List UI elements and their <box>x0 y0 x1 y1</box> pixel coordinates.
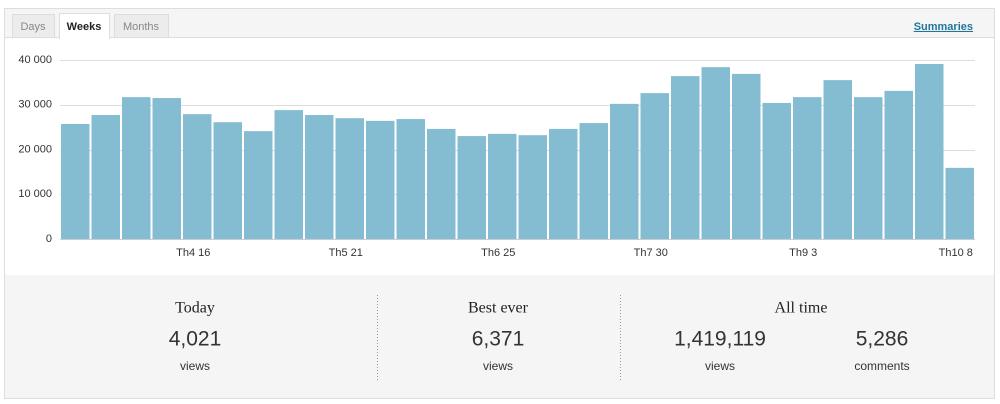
x-tick-label: Th6 25 <box>481 247 515 259</box>
tab[interactable] <box>114 14 169 38</box>
x-tick-label: Th7 30 <box>634 247 668 259</box>
tab-label[interactable]: Months <box>123 21 160 33</box>
bar <box>366 120 395 239</box>
bar <box>945 167 974 239</box>
bar <box>305 115 334 239</box>
bar <box>854 97 883 239</box>
stat-value: 4,021 <box>169 328 222 351</box>
x-tick-label: Th5 21 <box>329 247 363 259</box>
bar <box>732 73 761 239</box>
bar <box>640 93 669 240</box>
bar <box>823 80 852 239</box>
bar <box>213 122 242 239</box>
bar <box>183 114 212 239</box>
bar <box>61 123 90 239</box>
bar <box>793 97 822 239</box>
y-tick-label: 10 000 <box>18 188 52 200</box>
x-tick-label: Th9 3 <box>789 247 817 259</box>
x-tick-label: Th4 16 <box>176 247 210 259</box>
bar <box>91 115 120 239</box>
y-tick-label: 30 000 <box>18 99 52 111</box>
bar <box>915 64 944 239</box>
bar <box>549 128 578 239</box>
bar <box>884 90 913 239</box>
y-tick-label: 20 000 <box>18 143 52 155</box>
bar <box>122 97 151 239</box>
bar <box>579 123 608 239</box>
bar <box>396 119 425 239</box>
bar <box>671 76 700 239</box>
bar <box>335 118 364 239</box>
stat-label: views <box>705 359 735 373</box>
stat-value: 5,286 <box>856 328 909 351</box>
bar <box>488 133 517 239</box>
bar <box>152 98 181 239</box>
stat-title: Best ever <box>468 300 529 317</box>
stat-value: 1,419,119 <box>674 328 766 351</box>
bar <box>244 131 273 239</box>
bar <box>457 136 486 239</box>
stats: Today 4,021 views Best ever 6,371 views All ti… <box>169 300 910 374</box>
tab-active[interactable] <box>59 13 110 39</box>
tab-active-joint <box>60 36 109 39</box>
stat-title: Today <box>175 300 215 317</box>
stat-title: All time <box>775 300 828 317</box>
bar <box>762 102 791 240</box>
stat-label: views <box>483 359 513 373</box>
summaries-link[interactable]: Summaries <box>914 21 973 33</box>
tab-label[interactable]: Days <box>20 21 46 33</box>
stat-value: 6,371 <box>472 328 525 351</box>
stat-label: comments <box>854 359 909 373</box>
plot: 0 10 000 20 000 30 000 40 000 Th4 16 Th5 21 Th6… <box>18 54 975 259</box>
bar <box>610 103 639 239</box>
tab-label[interactable]: Weeks <box>67 21 102 33</box>
y-tick-label: 0 <box>46 233 52 245</box>
bar <box>701 67 730 239</box>
bar <box>427 128 456 239</box>
stat-label: views <box>180 359 210 373</box>
y-tick-label: 40 000 <box>18 54 52 66</box>
bar <box>518 135 547 239</box>
tab[interactable] <box>12 14 55 38</box>
x-tick-label: Th10 8 <box>939 247 973 259</box>
bar <box>274 110 303 240</box>
